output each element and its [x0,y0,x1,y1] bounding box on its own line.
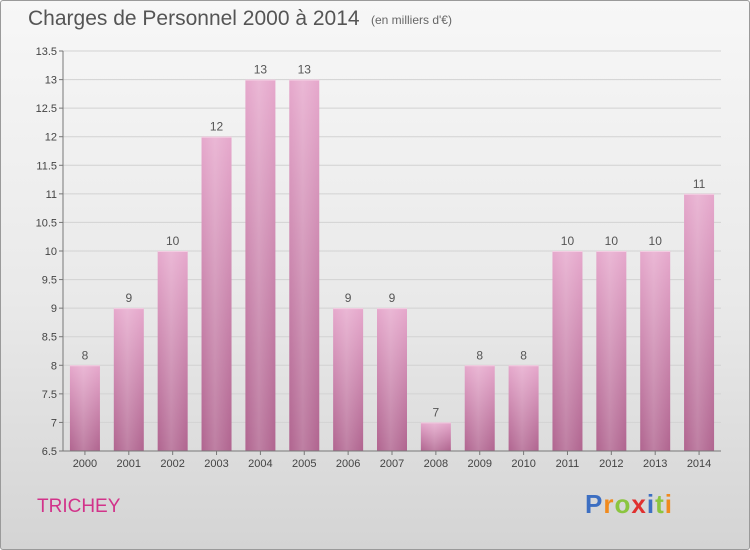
bar-highlight [684,193,715,451]
x-tick-label: 2012 [599,458,623,470]
bar-value-label: 10 [605,234,619,248]
x-tick-label: 2003 [204,458,228,470]
bar-highlight [552,251,583,451]
x-tick-label: 2008 [424,458,448,470]
y-tick-label: 9 [51,303,57,315]
x-tick-label: 2010 [511,458,535,470]
chart-subtitle: (en milliers d'€) [371,13,452,27]
x-tick-label: 2006 [336,458,360,470]
logo-letter: x [631,489,647,519]
bar-highlight [420,422,451,451]
y-tick-label: 12.5 [36,103,57,115]
y-tick-label: 8 [51,360,57,372]
y-tick-label: 10 [45,246,57,258]
bar-value-label: 10 [561,234,575,248]
logo-letter: o [614,489,632,519]
bar-highlight [157,251,188,451]
x-tick-label: 2001 [117,458,141,470]
x-tick-label: 2004 [248,458,272,470]
bar-value-label: 13 [254,63,268,77]
bar-value-label: 9 [389,291,396,305]
logo-letter: i [646,489,656,519]
bar-highlight [69,365,100,451]
x-tick-label: 2002 [160,458,184,470]
bar-highlight [289,79,320,452]
y-tick-label: 8.5 [42,332,57,344]
logo-letter: P [585,489,604,519]
y-tick-label: 10.5 [36,217,57,229]
logo-letter: t [655,489,665,519]
y-tick-label: 7 [51,417,57,429]
bar-value-label: 9 [125,291,132,305]
chart-title: Charges de Personnel 2000 à 2014 [28,7,360,30]
x-tick-label: 2000 [73,458,97,470]
x-tick-label: 2013 [643,458,667,470]
x-tick-label: 2014 [687,458,711,470]
commune-name: TRICHEY [37,496,121,517]
y-tick-label: 12 [45,132,57,144]
bar-value-label: 8 [520,348,527,362]
bar-highlight [377,308,407,451]
bar-highlight [596,251,627,451]
bar-highlight [201,136,232,451]
x-tick-label: 2007 [380,458,404,470]
x-tick-label: 2011 [556,458,580,470]
y-tick-label: 13 [45,75,57,87]
x-tick-label: 2005 [292,458,316,470]
y-tick-label: 11.5 [36,160,57,172]
bar-highlight [333,308,364,451]
proxiti-logo: Proxiti [585,489,673,520]
bar-value-label: 8 [82,348,89,362]
bar-value-label: 13 [298,63,312,77]
y-tick-label: 11 [46,189,57,201]
bar-value-label: 10 [649,234,663,248]
y-tick-label: 9.5 [42,275,57,287]
bar-highlight [508,365,539,451]
bar-value-label: 11 [693,177,706,191]
logo-letter: i [664,489,673,519]
y-tick-label: 7.5 [42,389,57,401]
bar-highlight [464,365,495,451]
bar-value-label: 8 [476,348,483,362]
y-tick-label: 6.5 [42,446,57,458]
bar-highlight [245,79,276,452]
bar-value-label: 9 [345,291,352,305]
logo-letter: r [603,489,615,519]
bar-highlight [640,251,671,451]
y-tick-label: 13.5 [36,46,57,58]
x-tick-label: 2009 [467,458,491,470]
bar-value-label: 12 [210,120,224,134]
bar-highlight [113,308,144,451]
bar-value-label: 10 [166,234,180,248]
bar-value-label: 7 [433,405,440,419]
